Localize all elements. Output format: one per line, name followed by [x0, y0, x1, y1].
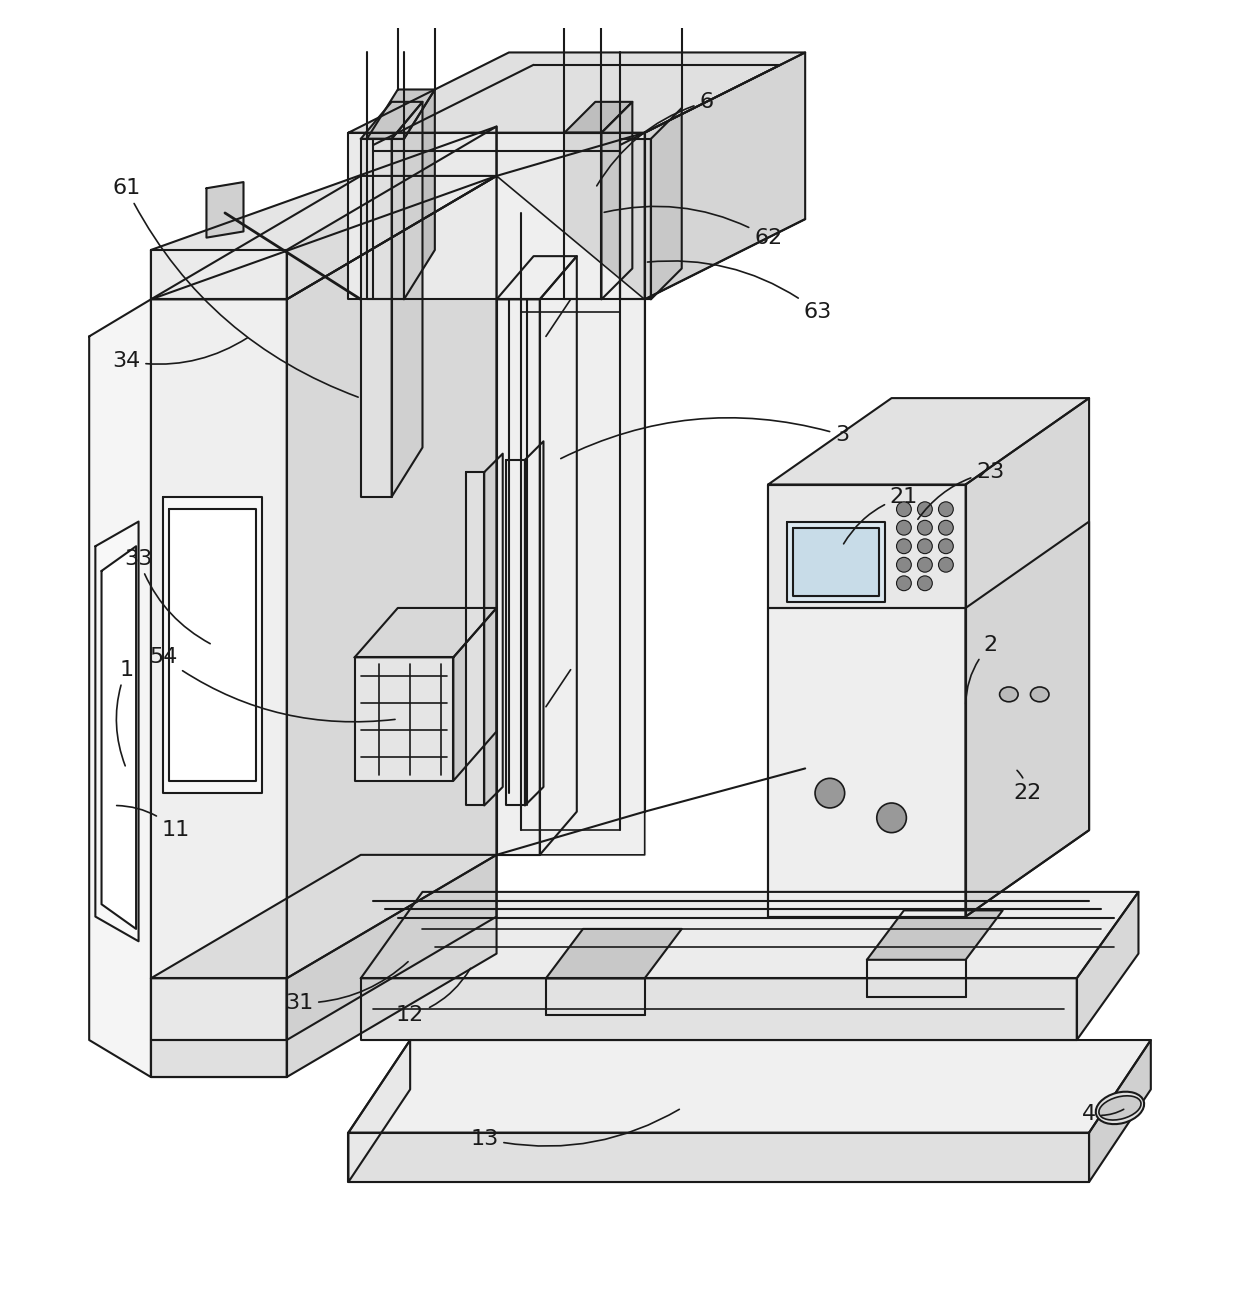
Circle shape [939, 557, 954, 573]
Polygon shape [768, 399, 1089, 485]
Polygon shape [348, 133, 645, 299]
Circle shape [877, 802, 906, 832]
Polygon shape [651, 108, 682, 299]
Polygon shape [207, 182, 243, 237]
Text: 33: 33 [124, 548, 211, 644]
Text: 1: 1 [117, 659, 133, 766]
Text: 13: 13 [470, 1109, 680, 1149]
Text: 62: 62 [604, 206, 782, 248]
Ellipse shape [1099, 1095, 1141, 1120]
Polygon shape [151, 175, 496, 299]
Text: 21: 21 [843, 486, 918, 544]
Polygon shape [496, 299, 539, 855]
Polygon shape [151, 126, 496, 299]
Polygon shape [286, 855, 496, 1040]
Polygon shape [355, 658, 454, 780]
Text: 4: 4 [1083, 1104, 1123, 1124]
Ellipse shape [999, 688, 1018, 702]
Polygon shape [348, 1040, 1151, 1133]
Polygon shape [496, 257, 577, 299]
Polygon shape [392, 102, 423, 497]
Circle shape [897, 557, 911, 573]
Text: 31: 31 [285, 961, 408, 1013]
Polygon shape [348, 1040, 410, 1182]
Polygon shape [95, 521, 139, 942]
Polygon shape [1089, 1040, 1151, 1182]
Polygon shape [170, 510, 255, 780]
Polygon shape [404, 89, 435, 299]
Polygon shape [601, 102, 632, 299]
Polygon shape [151, 299, 286, 1077]
Polygon shape [348, 1133, 1089, 1182]
Text: 23: 23 [918, 462, 1004, 520]
Polygon shape [786, 521, 885, 602]
Circle shape [939, 539, 954, 553]
Circle shape [897, 502, 911, 516]
Polygon shape [564, 102, 632, 133]
Polygon shape [506, 459, 525, 805]
Polygon shape [539, 257, 577, 855]
Circle shape [918, 520, 932, 535]
Polygon shape [361, 891, 1138, 978]
Text: 34: 34 [112, 338, 247, 372]
Circle shape [939, 502, 954, 516]
Polygon shape [367, 89, 435, 139]
Polygon shape [102, 546, 136, 929]
Polygon shape [867, 911, 1003, 960]
Ellipse shape [1030, 688, 1049, 702]
Polygon shape [768, 485, 966, 917]
Polygon shape [966, 399, 1089, 917]
Circle shape [897, 539, 911, 553]
Polygon shape [466, 472, 484, 805]
Circle shape [815, 778, 844, 808]
Polygon shape [89, 299, 151, 1077]
Polygon shape [546, 929, 682, 978]
Polygon shape [361, 978, 1076, 1040]
Polygon shape [355, 608, 496, 658]
Polygon shape [151, 855, 496, 978]
Polygon shape [564, 133, 601, 299]
Polygon shape [164, 497, 262, 793]
Text: 54: 54 [149, 648, 396, 722]
Polygon shape [367, 139, 404, 299]
Polygon shape [151, 250, 286, 299]
Polygon shape [151, 978, 286, 1040]
Text: 3: 3 [560, 418, 849, 458]
Circle shape [918, 575, 932, 591]
Polygon shape [620, 139, 651, 299]
Polygon shape [361, 102, 423, 139]
Circle shape [918, 502, 932, 516]
Text: 61: 61 [112, 178, 358, 397]
Polygon shape [645, 53, 805, 299]
Circle shape [897, 575, 911, 591]
Polygon shape [525, 441, 543, 805]
Text: 63: 63 [647, 261, 832, 321]
Circle shape [918, 539, 932, 553]
Text: 6: 6 [596, 92, 713, 186]
Ellipse shape [1096, 1091, 1145, 1124]
Polygon shape [484, 454, 502, 805]
Polygon shape [454, 608, 496, 780]
Polygon shape [792, 528, 879, 596]
Polygon shape [151, 1040, 286, 1077]
Polygon shape [768, 608, 966, 917]
Text: 12: 12 [396, 969, 470, 1026]
Circle shape [897, 520, 911, 535]
Polygon shape [361, 139, 392, 497]
Polygon shape [966, 521, 1089, 917]
Polygon shape [286, 126, 496, 299]
Text: 2: 2 [966, 635, 997, 704]
Polygon shape [768, 485, 966, 608]
Circle shape [939, 520, 954, 535]
Polygon shape [496, 175, 645, 855]
Text: 11: 11 [117, 805, 190, 840]
Polygon shape [348, 53, 805, 133]
Circle shape [918, 557, 932, 573]
Text: 22: 22 [1013, 770, 1042, 804]
Polygon shape [286, 175, 496, 1077]
Polygon shape [1076, 891, 1138, 1040]
